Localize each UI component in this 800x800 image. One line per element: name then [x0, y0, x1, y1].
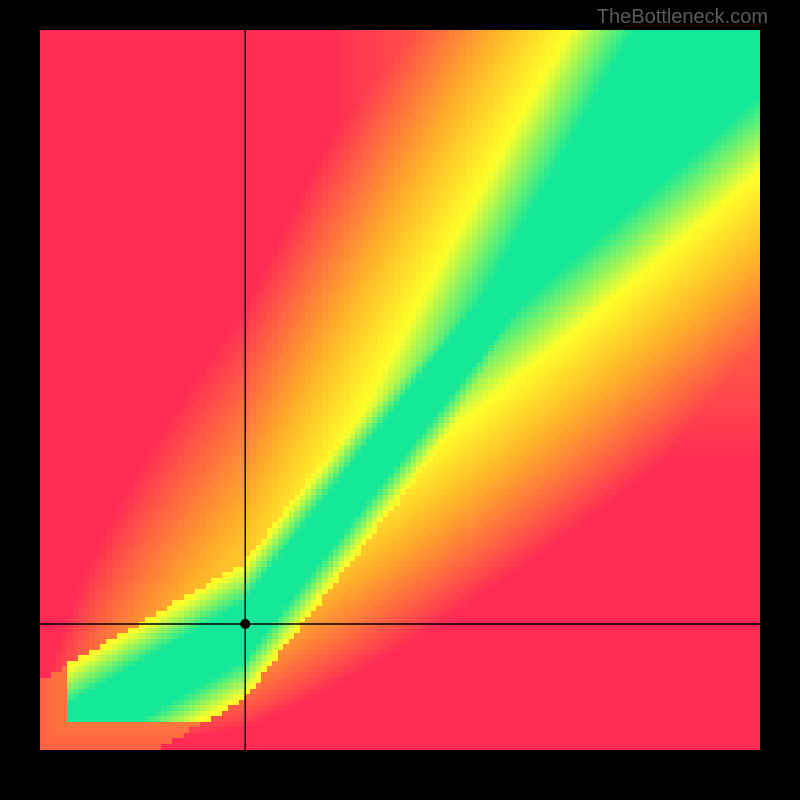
- chart-container: TheBottleneck.com: [0, 0, 800, 800]
- heatmap-canvas: [40, 30, 760, 750]
- heatmap-plot: [40, 30, 760, 750]
- watermark-text: TheBottleneck.com: [597, 6, 768, 29]
